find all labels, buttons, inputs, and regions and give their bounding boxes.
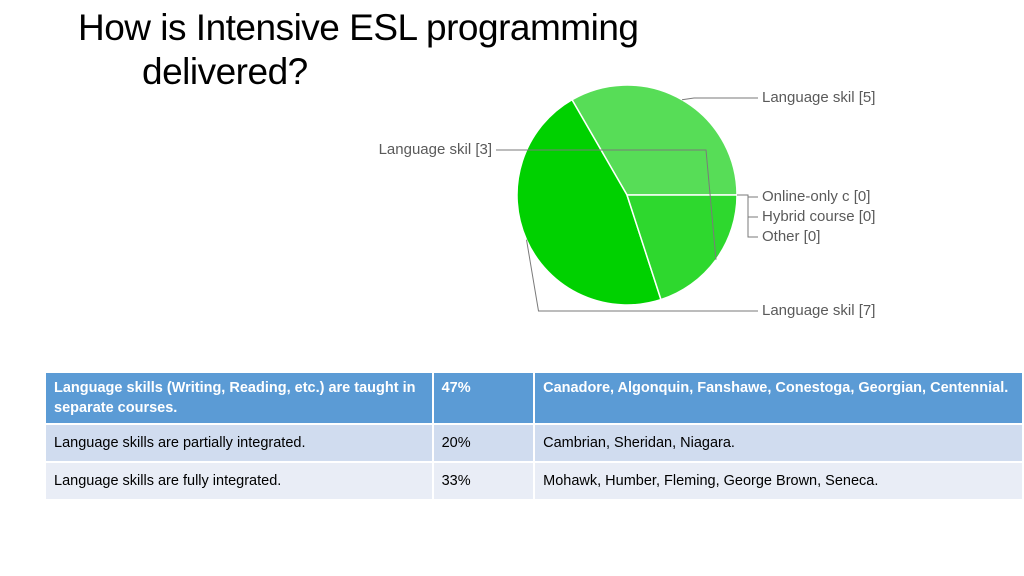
slide-title-line1: How is Intensive ESL programming (78, 7, 639, 48)
results-table: Language skills (Writing, Reading, etc.)… (44, 371, 1024, 501)
table-cell-percent: 47% (431, 371, 536, 425)
slide-title-line2: delivered? (142, 51, 308, 92)
slide-title: How is Intensive ESL programming deliver… (78, 6, 758, 94)
table-cell-description: Language skills are partially integrated… (44, 423, 434, 463)
pie-slice-label: Language skil [5] (762, 89, 875, 106)
table-cell-colleges: Canadore, Algonquin, Fanshawe, Conestoga… (533, 371, 1024, 425)
pie-slice-label: Hybrid course [0] (762, 208, 875, 225)
pie-callout-line (737, 194, 758, 238)
pie-slice-label: Online-only c [0] (762, 188, 870, 205)
pie-labels: Language skil [5] Online-only c [0] Hybrid… (379, 89, 876, 319)
pie-slice-label: Language skil [7] (762, 302, 875, 319)
pie-slices (516, 84, 738, 306)
table-row: Language skills are partially integrated… (44, 423, 1024, 463)
table-row: Language skills (Writing, Reading, etc.)… (44, 371, 1024, 425)
table-cell-description: Language skills (Writing, Reading, etc.)… (44, 371, 434, 425)
pie-callout-line (526, 239, 758, 312)
table-cell-colleges: Cambrian, Sheridan, Niagara. (533, 423, 1024, 463)
pie-chart: Language skil [5] Online-only c [0] Hybrid… (379, 84, 876, 319)
table-row: Language skills are fully integrated. 33… (44, 461, 1024, 501)
pie-slice (570, 84, 738, 196)
pie-slice-label: Language skil [3] (379, 141, 492, 158)
table-cell-percent: 20% (431, 423, 536, 463)
pie-callout-line (681, 97, 758, 101)
pie-callout-line (496, 149, 717, 260)
pie-slice-label: Other [0] (762, 228, 820, 245)
table-cell-description: Language skills are fully integrated. (44, 461, 434, 501)
table-cell-percent: 33% (431, 461, 536, 501)
table-cell-colleges: Mohawk, Humber, Fleming, George Brown, S… (533, 461, 1024, 501)
pie-callouts (496, 97, 758, 312)
